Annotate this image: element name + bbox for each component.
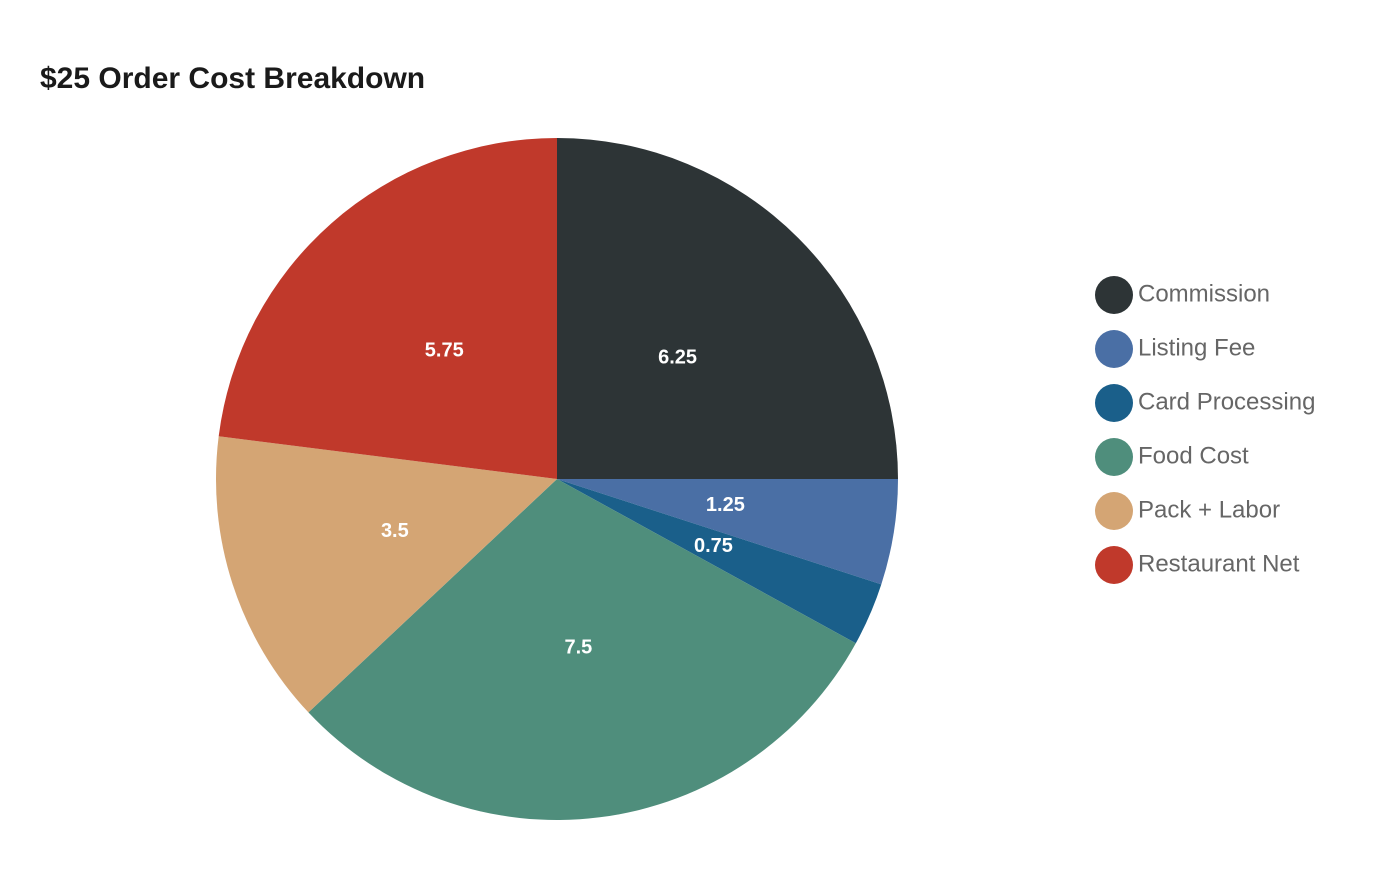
legend-swatch bbox=[1095, 276, 1133, 314]
legend-swatch bbox=[1095, 384, 1133, 422]
legend-swatch bbox=[1095, 546, 1133, 584]
data-label: 5.75 bbox=[425, 339, 464, 361]
data-label: 6.25 bbox=[658, 347, 697, 369]
legend-label: Card Processing bbox=[1138, 388, 1315, 415]
legend-swatch bbox=[1095, 330, 1133, 368]
legend-label: Food Cost bbox=[1138, 442, 1249, 469]
data-label: 1.25 bbox=[706, 494, 745, 516]
legend-swatch bbox=[1095, 492, 1133, 530]
pie-slice bbox=[218, 138, 557, 479]
legend-label: Restaurant Net bbox=[1138, 550, 1300, 577]
data-label: 7.5 bbox=[564, 636, 592, 658]
pie-slice bbox=[557, 479, 882, 644]
pie-slice bbox=[557, 138, 898, 479]
legend-swatch bbox=[1095, 438, 1133, 476]
pie-slice bbox=[557, 479, 898, 585]
chart-title: $25 Order Cost Breakdown bbox=[40, 62, 425, 95]
pie-slice bbox=[308, 479, 856, 820]
data-label: 0.75 bbox=[694, 535, 733, 557]
legend-label: Listing Fee bbox=[1138, 334, 1255, 361]
legend-label: Pack + Labor bbox=[1138, 496, 1280, 523]
pie-slice bbox=[216, 436, 558, 713]
legend-label: Commission bbox=[1138, 280, 1270, 307]
data-label: 3.5 bbox=[381, 520, 409, 542]
